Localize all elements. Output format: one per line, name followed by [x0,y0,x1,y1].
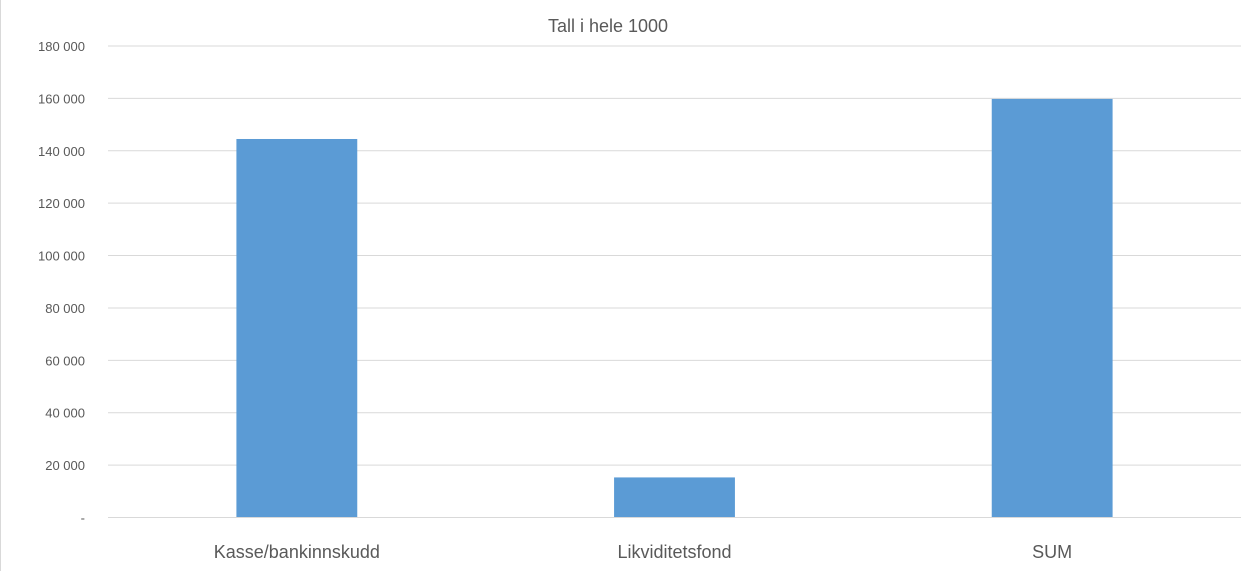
y-tick-label: 20 000 [45,458,85,473]
bar [614,477,735,518]
y-axis-tick-labels: - 20 000 40 000 60 000 80 000 100 000 120 000 1… [38,39,85,526]
x-axis-tick-labels: Kasse/bankinnskudd Likviditetsfond SUM [214,542,1072,562]
y-tick-label: 180 000 [38,39,85,54]
y-tick-label: 140 000 [38,144,85,159]
x-tick-label: SUM [1032,542,1072,562]
bar [236,138,358,518]
x-tick-label: Kasse/bankinnskudd [214,542,380,562]
y-tick-label: 40 000 [45,406,85,421]
y-tick-label: - [81,511,85,526]
bars [236,98,1113,518]
chart-title: Tall i hele 1000 [548,16,668,36]
y-tick-label: 100 000 [38,249,85,264]
y-tick-label: 60 000 [45,353,85,368]
x-tick-label: Likviditetsfond [617,542,731,562]
y-tick-label: 120 000 [38,196,85,211]
y-tick-label: 80 000 [45,301,85,316]
y-tick-label: 160 000 [38,91,85,106]
bar [991,98,1113,518]
